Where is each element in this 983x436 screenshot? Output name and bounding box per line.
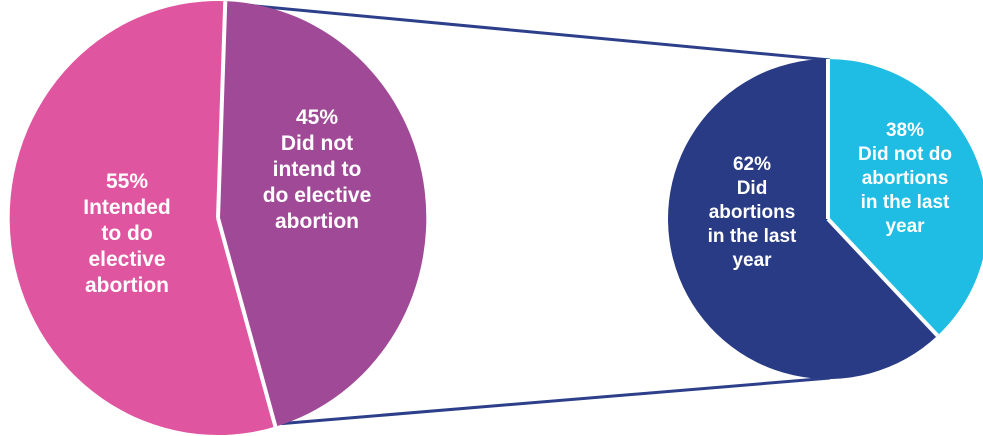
- slice-label-line: 55%: [106, 170, 148, 193]
- pie-left: 55% Intended to do elective abortion 45% Did …: [9, 0, 427, 435]
- slice-label-did-abortions: 62% Did abortions in the last year: [708, 154, 797, 271]
- slice-label-line: elective: [88, 248, 165, 271]
- slice-label-line: in the last: [861, 192, 950, 213]
- slice-label-line: abortion: [85, 274, 169, 297]
- connector-line-bottom: [281, 376, 831, 426]
- slice-label-line: abortions: [862, 168, 949, 189]
- slice-label-line: intend to: [273, 158, 362, 181]
- pie-slice-did-not-intend: [218, 1, 427, 427]
- slice-separator: [216, 217, 278, 428]
- pie-slice-intended: [9, 0, 276, 435]
- connector-line-top: [225, 1, 831, 62]
- slice-label-line: Did not do: [858, 144, 952, 165]
- slice-label-did-not-do-abortions: 38% Did not do abortions in the last year: [858, 120, 952, 237]
- pie-right: 62% Did abortions in the last year 38% Did no…: [668, 59, 983, 380]
- slice-label-line: abortions: [709, 202, 796, 223]
- slice-label-intended: 55% Intended to do elective abortion: [83, 170, 171, 297]
- pie-slice-did-not-do-abortions: [828, 59, 983, 336]
- slice-label-line: 45%: [296, 106, 338, 129]
- slice-label-line: year: [885, 216, 925, 237]
- slice-label-line: year: [732, 250, 772, 271]
- slice-label-line: 38%: [886, 120, 924, 141]
- slice-label-line: Did not: [281, 132, 353, 155]
- pie-slice-did-abortions: [668, 59, 938, 380]
- slice-label-line: abortion: [275, 210, 359, 233]
- slice-label-did-not-intend: 45% Did not intend to do elective abortion: [263, 106, 372, 233]
- slice-label-line: Intended: [83, 196, 171, 219]
- slice-label-line: do elective: [263, 184, 372, 207]
- slice-label-line: Did: [737, 178, 768, 199]
- slice-label-line: to do: [101, 222, 152, 245]
- slice-separator: [826, 217, 939, 338]
- slice-label-line: in the last: [708, 226, 797, 247]
- slice-separator: [216, 1, 228, 219]
- slice-label-line: 62%: [733, 154, 771, 175]
